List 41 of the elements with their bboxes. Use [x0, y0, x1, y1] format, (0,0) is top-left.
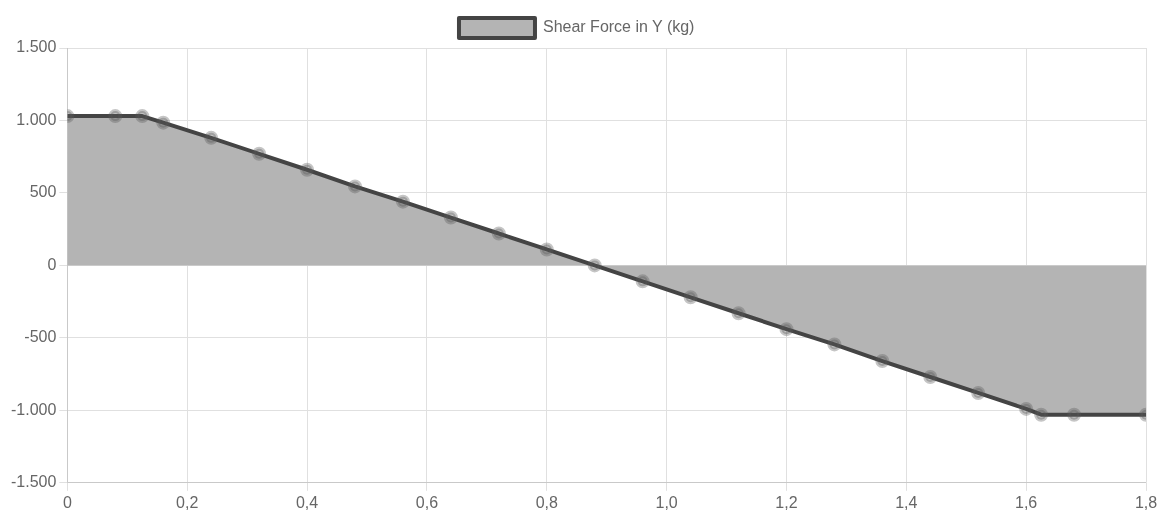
x-tick-label: 1,8 [1134, 493, 1158, 511]
point [731, 306, 746, 321]
point [156, 115, 171, 130]
y-tick-label: 500 [29, 183, 57, 201]
point [300, 162, 315, 177]
point [108, 109, 123, 124]
x-tick-label: 1,2 [775, 493, 798, 511]
point [252, 146, 267, 161]
point [204, 130, 219, 145]
point [1067, 407, 1082, 422]
x-tick-label: 0,4 [295, 493, 319, 511]
x-tick-label: 0,2 [176, 493, 199, 511]
legend-label: Shear Force in Y (kg) [542, 18, 695, 36]
point [348, 179, 362, 194]
point [875, 354, 890, 369]
point [539, 242, 554, 257]
x-tick-label: 0,8 [535, 493, 558, 511]
y-tick-label: -500 [24, 328, 57, 346]
point [491, 226, 506, 241]
y-tick-label: -1.000 [10, 400, 57, 418]
point [395, 194, 410, 209]
point [683, 290, 698, 305]
point [135, 109, 150, 124]
point [971, 385, 986, 400]
x-tick-label: 1,6 [1015, 493, 1038, 511]
y-tick-label: 0 [47, 255, 57, 273]
y-tick-label: -1.500 [10, 473, 57, 491]
x-tick-label: 1,0 [655, 493, 678, 511]
x-tick-label: 1,4 [895, 493, 918, 511]
point [635, 274, 650, 289]
point [779, 322, 794, 337]
point [923, 370, 938, 384]
point [1019, 401, 1034, 416]
point [587, 258, 602, 273]
y-tick-label: 1.000 [16, 110, 57, 128]
point [827, 337, 842, 352]
x-tick-label: 0,6 [415, 493, 439, 511]
point [443, 210, 458, 225]
point [1034, 407, 1049, 422]
y-tick-label: 1.500 [16, 38, 57, 56]
x-tick-label: 0 [62, 493, 72, 511]
